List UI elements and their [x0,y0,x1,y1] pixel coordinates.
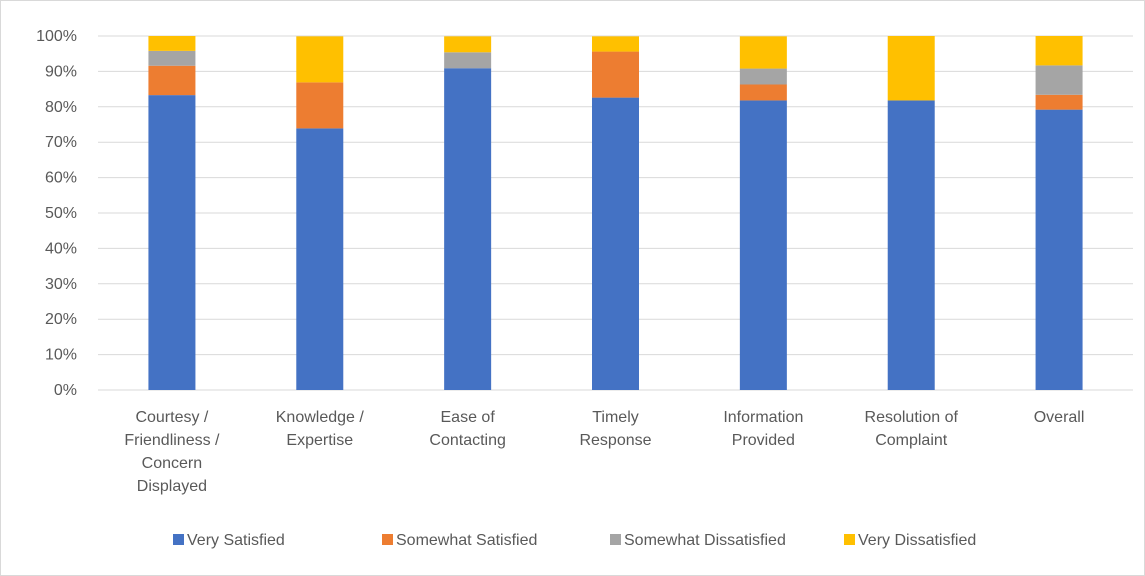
legend-label: Somewhat Satisfied [396,532,537,549]
x-axis: Courtesy / Friendliness / Concern Displayed… [124,409,1084,495]
legend-item: Very Dissatisfied [844,532,976,549]
legend-label: Very Dissatisfied [858,532,976,549]
legend-label: Very Satisfied [187,532,285,549]
y-tick-label: 60% [45,170,77,187]
legend-item: Very Satisfied [173,532,285,549]
bar-segment [444,68,492,391]
bar-segment [444,36,492,53]
bar-segment [887,36,935,101]
legend-swatch [173,534,184,545]
bar-segment [1035,36,1083,66]
category-label: Overall [1034,409,1085,426]
bar-segment [1035,65,1083,95]
y-tick-label: 70% [45,134,77,151]
category-label: Resolution of Complaint [865,409,959,449]
bar-segment [296,128,344,391]
bar-segment [739,68,787,85]
y-tick-label: 80% [45,99,77,116]
y-tick-label: 30% [45,276,77,293]
y-tick-label: 100% [36,28,77,45]
bar-segment [739,84,787,101]
y-tick-label: 20% [45,311,77,328]
bar-segment [444,52,492,69]
legend: Very Satisfied Somewhat Satisfied Somewhat… [173,532,976,549]
bar-segment [296,82,344,129]
bar-segment [592,97,639,390]
bar-segment [148,95,196,391]
bar-segment [592,51,639,98]
legend-swatch [610,534,621,545]
bar-segment [148,36,196,51]
bars [148,36,1083,391]
bar-segment [296,36,344,83]
bar-segment [592,36,639,52]
y-tick-label: 40% [45,240,77,257]
y-tick-label: 10% [45,347,77,364]
bar-segment [1035,94,1083,110]
legend-swatch [382,534,393,545]
bar-segment [148,65,196,96]
legend-item: Somewhat Dissatisfied [610,532,786,549]
bar-segment [148,50,196,66]
y-axis: 0% 10% 20% 30% 40% 50% 60% 70% 80% 90% 100% [36,28,77,399]
legend-swatch [844,534,855,545]
category-label: Timely Response [579,409,651,449]
y-tick-label: 0% [54,382,77,399]
bar-segment [739,36,787,69]
bar-segment [739,100,787,390]
bar-segment [1035,109,1083,390]
category-label: Information Provided [723,409,803,449]
legend-item: Somewhat Satisfied [382,532,537,549]
y-tick-label: 90% [45,63,77,80]
category-label: Ease of Contacting [429,409,506,449]
category-label: Knowledge / Expertise [276,409,365,449]
bar-segment [887,100,935,390]
category-label: Courtesy / Friendliness / Concern Displayed [124,409,220,495]
legend-label: Somewhat Dissatisfied [624,532,786,549]
y-tick-label: 50% [45,205,77,222]
